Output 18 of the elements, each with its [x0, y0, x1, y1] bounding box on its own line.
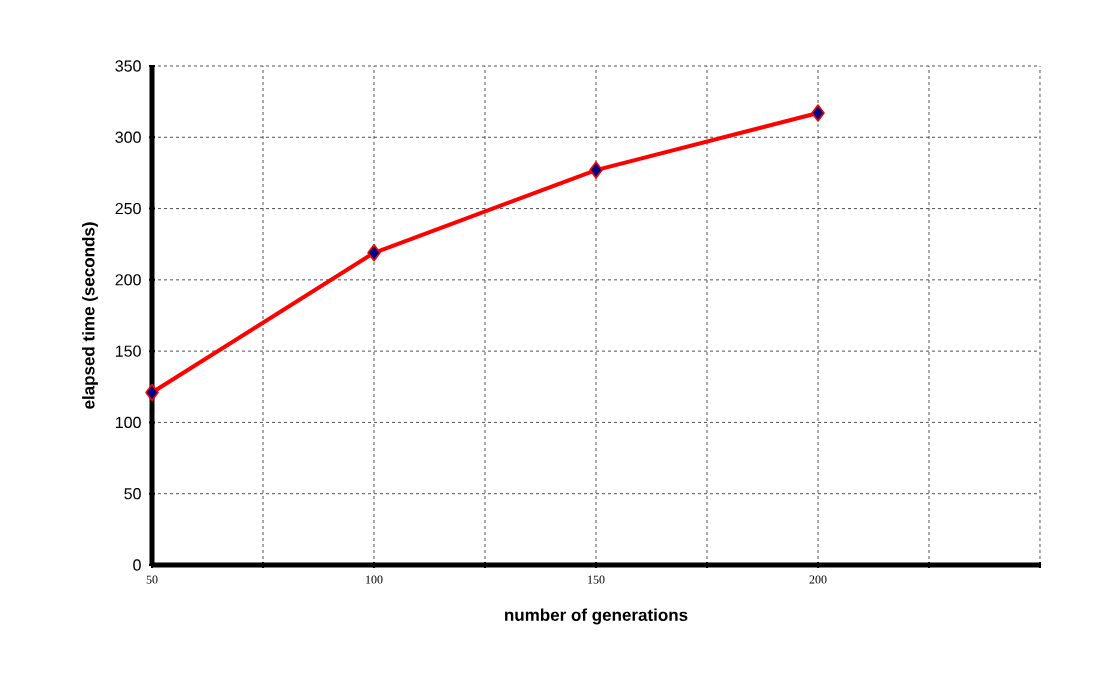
- point: [811, 104, 825, 122]
- y-tick-label: 100: [116, 416, 141, 429]
- y-tick-label: 250: [115, 202, 141, 215]
- y-axis-title: elapsed time (seconds): [82, 222, 98, 409]
- point: [145, 383, 159, 402]
- y-tick-label: 200: [115, 274, 141, 286]
- x-tick-label: 50: [146, 575, 158, 584]
- y-tick-label: 350: [115, 60, 141, 72]
- y-tick-label: 300: [115, 131, 141, 143]
- x-tick-label: 100: [366, 575, 383, 584]
- x-axis-title: number of generations: [505, 608, 688, 625]
- x-tick-label: 200: [809, 575, 827, 584]
- x-tick-label: 150: [588, 575, 605, 584]
- y-tick-label: 150: [116, 345, 141, 357]
- point: [589, 161, 603, 179]
- y-tick-label: 0: [133, 559, 141, 571]
- y-tick-label: 50: [124, 488, 141, 500]
- point: [367, 244, 381, 262]
